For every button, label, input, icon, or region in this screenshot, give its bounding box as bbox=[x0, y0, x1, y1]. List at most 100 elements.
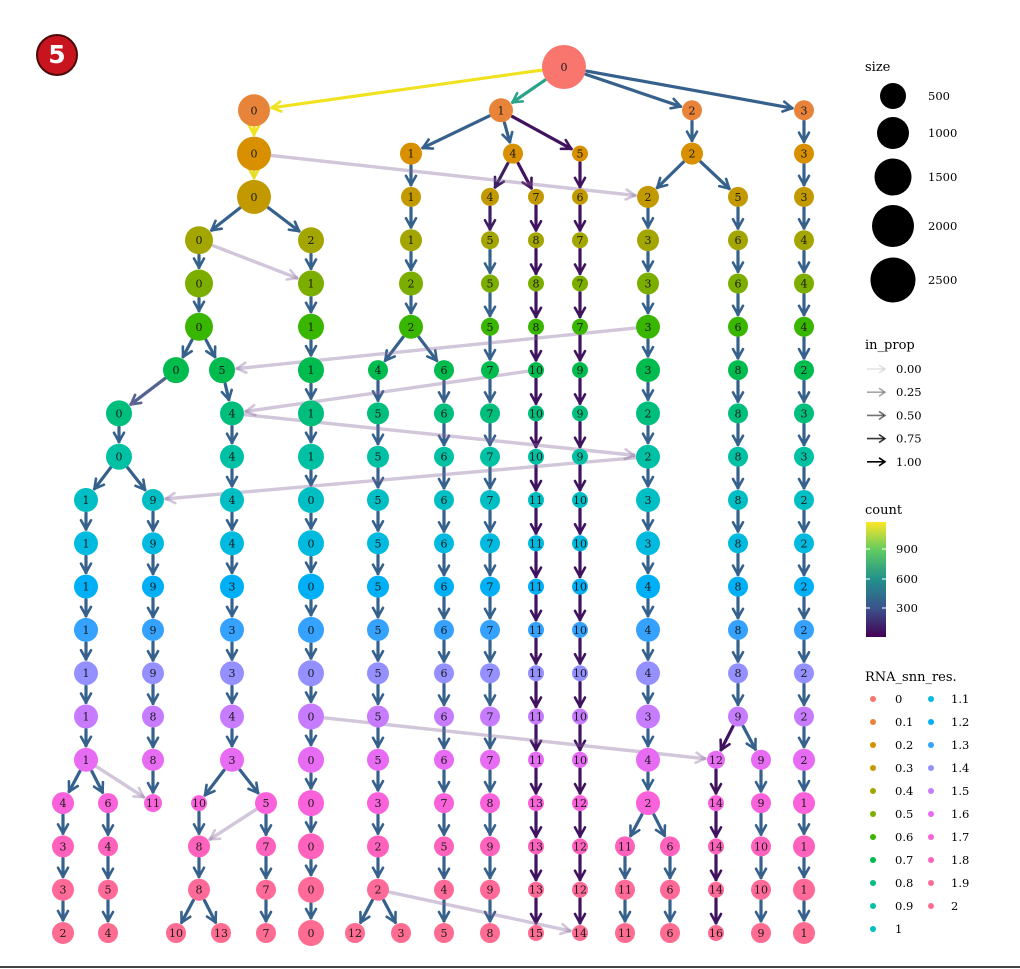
node-label: 5 bbox=[375, 581, 382, 594]
node-2-0: 0 bbox=[237, 136, 271, 171]
node-circle bbox=[74, 488, 98, 512]
edge-3-2 bbox=[493, 161, 510, 189]
node-circle bbox=[52, 878, 74, 901]
node-circle bbox=[298, 487, 324, 513]
node-circle bbox=[682, 100, 702, 121]
node-8-2: 1 bbox=[298, 400, 324, 427]
node-label: 5 bbox=[375, 711, 382, 724]
node-9-1: 4 bbox=[220, 444, 244, 469]
edge-11-5-head bbox=[437, 520, 451, 533]
edge-11-8-head bbox=[573, 522, 587, 535]
node-circle bbox=[636, 661, 660, 686]
node-circle bbox=[220, 488, 244, 512]
edge-10-5-head bbox=[437, 477, 451, 490]
figure-badge: 5 bbox=[36, 34, 78, 76]
node-label: 5 bbox=[219, 364, 226, 377]
edge-14-8-head bbox=[573, 652, 587, 665]
legend-count-title: count bbox=[865, 503, 903, 518]
node-10-3: 0 bbox=[298, 487, 324, 513]
edge-1-2-head bbox=[669, 97, 682, 110]
edge-6-0-head bbox=[192, 300, 206, 313]
node-label: 10 bbox=[573, 581, 587, 594]
node-label: 9 bbox=[487, 840, 494, 853]
node-4-5: 7 bbox=[572, 232, 588, 249]
edge-19-6-head bbox=[437, 867, 451, 880]
node-label: 10 bbox=[754, 884, 768, 897]
node-circle bbox=[572, 925, 588, 941]
node-5-2: 2 bbox=[399, 271, 423, 296]
node-label: 4 bbox=[801, 278, 808, 291]
node-label: 9 bbox=[150, 667, 157, 680]
node-circle bbox=[367, 402, 389, 425]
node-6-4: 8 bbox=[528, 318, 544, 335]
node-14-0: 1 bbox=[74, 661, 98, 686]
node-16-5: 6 bbox=[434, 749, 454, 770]
edge-16-12-head bbox=[797, 736, 811, 749]
node-5-4: 8 bbox=[528, 275, 544, 292]
node-7-7: 9 bbox=[572, 362, 588, 379]
edge-7-3 bbox=[383, 335, 405, 363]
node-circle bbox=[572, 708, 588, 725]
legend-res-label: 1.2 bbox=[951, 715, 969, 729]
edge-13-8-head bbox=[573, 609, 587, 622]
node-circle bbox=[528, 448, 544, 465]
node-10-9: 3 bbox=[636, 488, 660, 512]
weak-edge-7 bbox=[95, 765, 146, 799]
node-label: 10 bbox=[192, 797, 206, 810]
edge-3-6 bbox=[699, 160, 731, 191]
node-1-1: 1 bbox=[489, 98, 513, 123]
node-15-0: 1 bbox=[74, 704, 98, 729]
node-circle bbox=[681, 142, 703, 165]
node-label: 3 bbox=[645, 364, 652, 377]
node-label: 1 bbox=[801, 840, 808, 853]
node-3-0: 0 bbox=[237, 179, 271, 214]
node-20-7: 3 bbox=[391, 923, 411, 943]
node-circle bbox=[367, 532, 389, 555]
node-9-8: 2 bbox=[636, 444, 660, 469]
node-label: 1 bbox=[308, 278, 315, 291]
node-label: 15 bbox=[529, 927, 543, 940]
edge-20-7 bbox=[382, 898, 397, 925]
node-label: 7 bbox=[487, 537, 494, 550]
node-label: 0 bbox=[251, 148, 258, 161]
edge-14-6-head bbox=[483, 650, 497, 663]
node-circle bbox=[298, 920, 324, 946]
tree-nodes: 00 1 2 30 1 4 5 2 30 1 4 7 6 2 5 30 2 1 5 8 7 3 6 40 1 2 5 8 7 3 6 40 1 2… bbox=[52, 45, 815, 946]
weak-edge-8-head bbox=[208, 828, 222, 841]
node-circle bbox=[728, 186, 748, 207]
edge-12-8-head bbox=[573, 566, 587, 578]
node-18-0: 3 bbox=[52, 835, 74, 858]
node-6-2: 2 bbox=[399, 314, 423, 339]
edge-14-5-head bbox=[437, 650, 451, 663]
node-label: 5 bbox=[375, 407, 382, 420]
edge-16-4-head bbox=[371, 736, 385, 749]
node-label: 8 bbox=[735, 364, 742, 377]
node-label: 7 bbox=[533, 191, 540, 204]
edge-11-9-head bbox=[641, 518, 655, 531]
node-label: 10 bbox=[573, 537, 587, 550]
edge-5-3-head bbox=[483, 262, 497, 274]
node-label: 7 bbox=[263, 884, 270, 897]
node-label: 3 bbox=[60, 884, 67, 897]
node-circle bbox=[728, 316, 748, 337]
node-label: 0 bbox=[308, 624, 315, 637]
node-2-3: 5 bbox=[572, 145, 588, 162]
node-circle bbox=[256, 836, 276, 857]
node-circle bbox=[74, 617, 98, 642]
edge-20-0-head bbox=[56, 909, 70, 922]
edge-12-0-head bbox=[79, 562, 93, 574]
edge-16-7-head bbox=[529, 739, 543, 752]
edge-8-4-head bbox=[437, 391, 451, 403]
node-16-6: 7 bbox=[480, 749, 500, 770]
node-circle bbox=[528, 362, 544, 379]
edge-12-9-head bbox=[641, 562, 655, 574]
node-label: 3 bbox=[229, 667, 236, 680]
node-18-7: 9 bbox=[480, 836, 500, 857]
edge-5-6-head bbox=[641, 260, 655, 272]
legend-res-swatch bbox=[870, 788, 876, 794]
node-circle bbox=[367, 878, 389, 901]
edge-20-3-head bbox=[205, 910, 218, 924]
node-circle bbox=[637, 185, 659, 208]
node-15-11: 2 bbox=[794, 706, 814, 727]
